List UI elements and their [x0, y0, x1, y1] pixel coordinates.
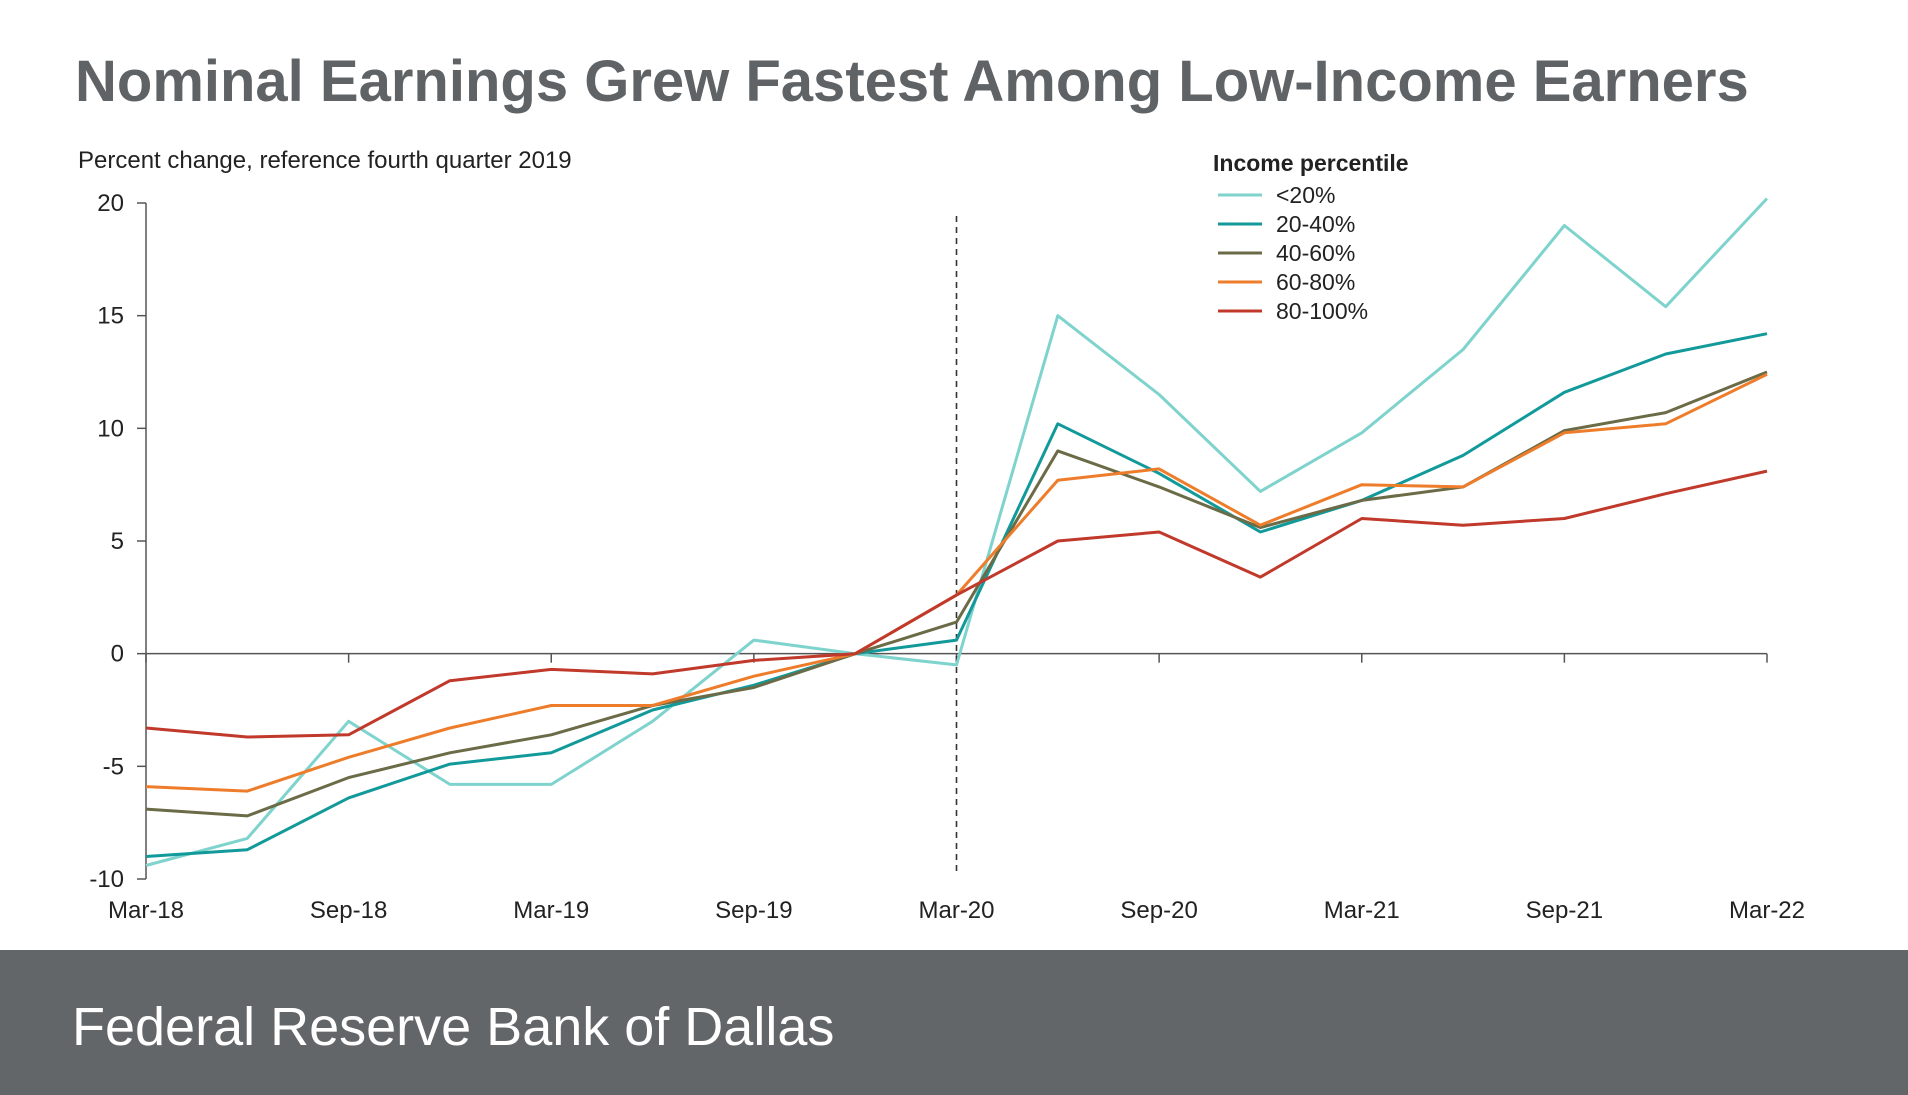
- footer-bar: Federal Reserve Bank of Dallas: [0, 950, 1908, 1095]
- earnings-line-chart: Percent change, reference fourth quarter…: [78, 147, 1805, 924]
- axes: [137, 202, 1768, 880]
- y-tick-labels: 20 15 10 5 0 -5 -10: [89, 190, 124, 893]
- y-tick-label: 0: [111, 641, 124, 668]
- x-tick-label: Sep-21: [1526, 897, 1603, 924]
- x-tick-label: Mar-21: [1324, 897, 1400, 924]
- y-tick-label: 15: [97, 303, 124, 330]
- x-tick-labels: Mar-18 Sep-18 Mar-19 Sep-19 Mar-20 Sep-20 Mar-…: [108, 897, 1805, 924]
- y-tick-label: 5: [111, 528, 124, 555]
- y-axis-caption: Percent change, reference fourth quarter…: [78, 147, 572, 174]
- legend-label: 20-40%: [1276, 211, 1355, 237]
- legend-label: 80-100%: [1276, 298, 1368, 324]
- slide-title: Nominal Earnings Grew Fastest Among Low-…: [75, 49, 1749, 114]
- y-tick-label: -5: [103, 753, 124, 780]
- x-tick-label: Sep-20: [1120, 897, 1197, 924]
- series-lines: [145, 197, 1769, 867]
- series-line: [145, 332, 1768, 858]
- legend-label: 40-60%: [1276, 240, 1355, 266]
- x-tick-label: Sep-18: [310, 897, 387, 924]
- footer-brand: Federal Reserve Bank of Dallas: [72, 997, 835, 1057]
- legend-title: Income percentile: [1213, 150, 1409, 176]
- y-tick-label: -10: [89, 866, 124, 893]
- x-tick-label: Mar-22: [1729, 897, 1805, 924]
- legend: Income percentile <20% 20-40% 40-60% 60-80%…: [1213, 150, 1409, 324]
- series-line: [145, 469, 1768, 739]
- x-tick-label: Mar-19: [513, 897, 589, 924]
- x-tick-label: Mar-18: [108, 897, 184, 924]
- y-tick-label: 20: [97, 190, 124, 217]
- legend-label: 60-80%: [1276, 269, 1355, 295]
- x-tick-label: Sep-19: [715, 897, 792, 924]
- series-line: [145, 197, 1769, 867]
- x-tick-label: Mar-20: [918, 897, 994, 924]
- legend-label: <20%: [1276, 182, 1335, 208]
- y-tick-label: 10: [97, 415, 124, 442]
